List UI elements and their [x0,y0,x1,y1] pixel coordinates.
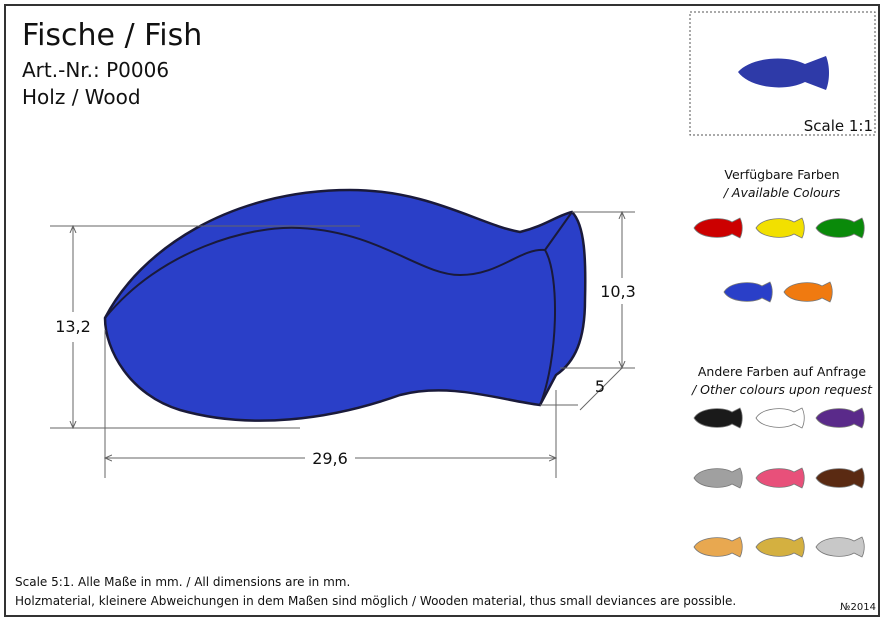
color-swatch [693,536,743,558]
tail-width-label: 5 [595,377,605,396]
preview-box [689,11,876,136]
preview-fish [738,56,829,90]
footer-line: Scale 5:1. Alle Maße in mm. / All dimens… [15,575,350,589]
color-swatch [693,467,743,489]
height-label: 13,2 [55,317,91,336]
color-swatch [755,407,805,429]
footer-line: Holzmaterial, kleinere Abweichungen in d… [15,594,736,608]
available-heading: / Available Colours [723,185,841,200]
available-heading: Verfügbare Farben [724,167,839,182]
material: Holz / Wood [22,85,141,109]
color-swatch [815,467,865,489]
color-swatch [815,217,865,239]
color-swatch [815,536,865,558]
fish-drawing [103,188,587,422]
color-swatch [755,467,805,489]
color-swatch [783,281,833,303]
tail-height-label: 10,3 [600,282,636,301]
color-swatch [755,217,805,239]
length-label: 29,6 [312,449,348,468]
color-swatch [755,536,805,558]
dimension-lines [50,212,635,478]
preview-scale: Scale 1:1 [804,117,873,135]
color-swatch [693,407,743,429]
article-number: Art.-Nr.: P0006 [22,58,169,82]
color-swatch [815,407,865,429]
color-swatch [723,281,773,303]
title: Fische / Fish [22,18,202,53]
other-heading: Andere Farben auf Anfrage [698,364,867,379]
other-heading: / Other colours upon request [691,382,873,397]
color-swatch [693,217,743,239]
footer-code: №2014 [840,602,876,613]
